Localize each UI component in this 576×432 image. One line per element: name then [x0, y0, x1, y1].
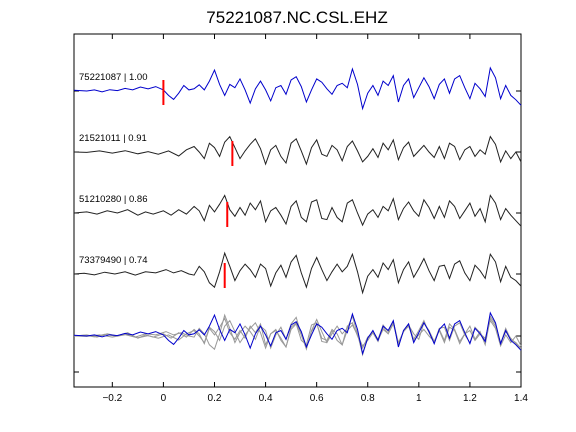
trace-line	[73, 135, 522, 166]
trace-73379490: 73379490 | 0.74	[73, 251, 522, 295]
x-tick-label: 1.2	[463, 393, 477, 404]
x-tick-label: 0.2	[208, 393, 222, 404]
x-tick-label: 0.4	[259, 393, 273, 404]
plot-frame	[73, 33, 522, 388]
trace-21521011: 21521011 | 0.91	[73, 133, 522, 166]
chart-title: 75221087.NC.CSL.EHZ	[206, 8, 387, 27]
aligned-stack-panel	[73, 311, 522, 357]
trace-panels: 75221087 | 1.00 21521011 | 0.91 51210280 |…	[73, 66, 522, 295]
trace-line	[73, 194, 522, 227]
stack-trace	[73, 313, 522, 357]
trace-line	[73, 66, 522, 111]
x-tick-label: −0.2	[102, 393, 122, 404]
stack-reference-trace	[73, 311, 522, 356]
trace-75221087: 75221087 | 1.00	[73, 66, 522, 111]
x-tick-label: 1.4	[514, 393, 528, 404]
x-tick-label: 0.8	[361, 393, 375, 404]
trace-label: 75221087 | 1.00	[79, 72, 148, 83]
trace-line	[73, 251, 522, 295]
x-tick-label: 0.6	[310, 393, 324, 404]
x-axis: −0.2 0 0.2 0.4 0.6 0.8 1 1.2 1.4	[102, 34, 528, 404]
x-tick-label: 1	[416, 393, 422, 404]
x-tick-label: 0	[161, 393, 167, 404]
trace-label: 51210280 | 0.86	[79, 194, 148, 205]
trace-51210280: 51210280 | 0.86	[73, 194, 522, 227]
trace-label: 21521011 | 0.91	[79, 133, 147, 144]
trace-label: 73379490 | 0.74	[79, 255, 148, 266]
stack-trace	[73, 317, 522, 350]
